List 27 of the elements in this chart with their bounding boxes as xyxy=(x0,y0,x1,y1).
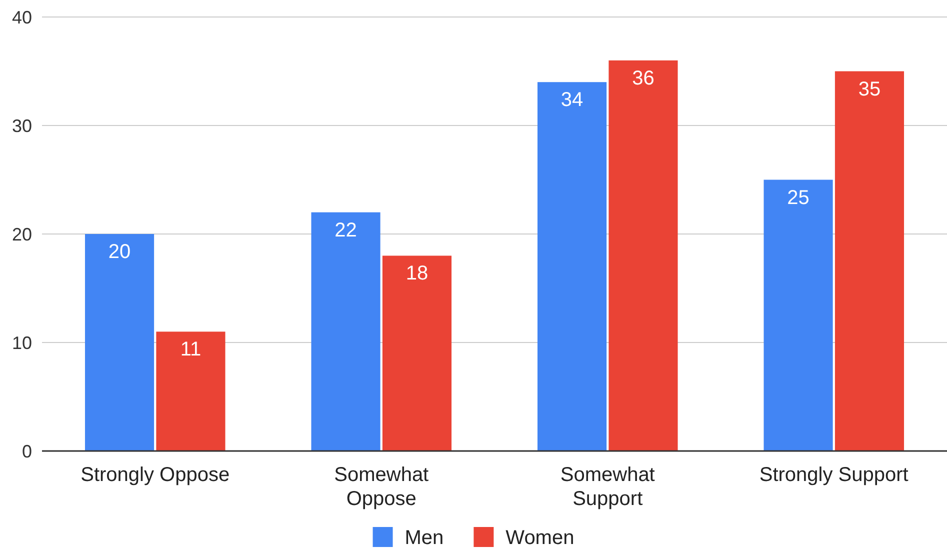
bar xyxy=(537,82,607,451)
x-tick-label: Somewhat Oppose xyxy=(334,464,430,510)
data-label: 25 xyxy=(787,186,810,209)
bar xyxy=(608,60,678,451)
legend-label: Men xyxy=(404,527,444,549)
data-label: 11 xyxy=(180,338,202,361)
data-label: 34 xyxy=(560,89,584,112)
y-tick-label: 40 xyxy=(12,7,32,28)
data-label: 36 xyxy=(632,67,654,90)
data-label: 18 xyxy=(406,262,428,285)
bar xyxy=(84,234,154,451)
bar xyxy=(311,212,380,451)
y-tick-label: 10 xyxy=(12,332,32,353)
bar xyxy=(382,256,452,451)
data-label: 22 xyxy=(334,219,357,242)
y-tick-label: 30 xyxy=(12,116,32,136)
y-tick-label: 20 xyxy=(12,224,32,244)
data-label: 20 xyxy=(108,241,131,263)
x-tick-label: Strongly Oppose xyxy=(80,464,230,486)
y-tick-label: 0 xyxy=(22,441,32,462)
data-label: 35 xyxy=(858,78,881,100)
bar xyxy=(834,71,904,451)
x-tick-label: Strongly Support xyxy=(759,464,909,486)
legend-label: Women xyxy=(506,527,574,549)
bar xyxy=(764,180,833,451)
x-tick-label: Somewhat Support xyxy=(560,464,656,510)
bar xyxy=(156,332,226,451)
